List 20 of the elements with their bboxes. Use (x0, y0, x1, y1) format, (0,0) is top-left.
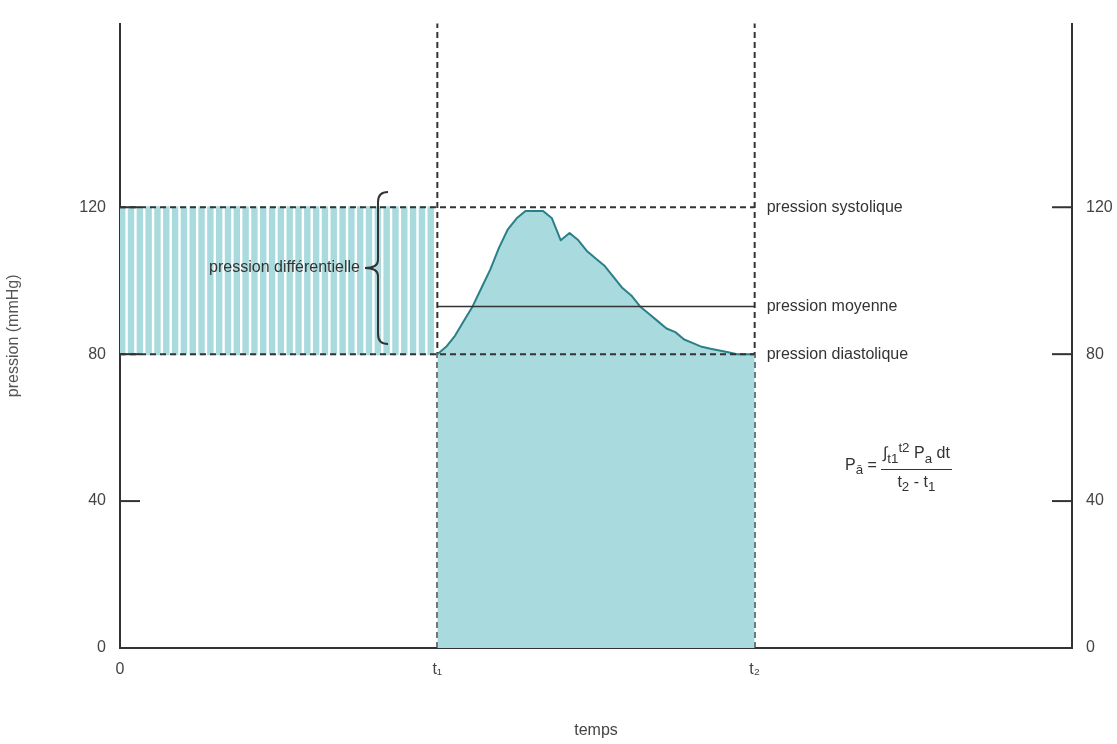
y-tick-label: 0 (97, 638, 107, 656)
x-tick-label: t₁ (432, 660, 443, 678)
y-axis-title: pression (mmHg) (4, 274, 22, 398)
x-tick-label: t₂ (749, 660, 760, 678)
y-tick-label: 120 (79, 197, 107, 215)
x-axis-title: temps (574, 720, 618, 738)
annotation: pression différentielle (209, 258, 360, 276)
x-tick-label: 0 (115, 660, 125, 678)
y-tick-label: 40 (88, 491, 107, 509)
y2-tick-label: 80 (1086, 344, 1104, 362)
annotation: ∫$_{t1}$$^{t2}$ P$_{a}$ dt (880, 440, 952, 470)
series-label: pression systolique (766, 197, 903, 215)
y-tick-label: 80 (88, 344, 107, 362)
y2-tick-label: 40 (1086, 491, 1104, 509)
annotation: P$_{ā}$ = (845, 456, 877, 478)
annotation: t$_{2}$ - t$_{1}$ (897, 471, 936, 494)
series-label: pression moyenne (766, 296, 898, 314)
y2-tick-label: 0 (1086, 638, 1095, 656)
y2-tick-label: 120 (1086, 197, 1113, 215)
series-label: pression diastolique (766, 344, 909, 362)
